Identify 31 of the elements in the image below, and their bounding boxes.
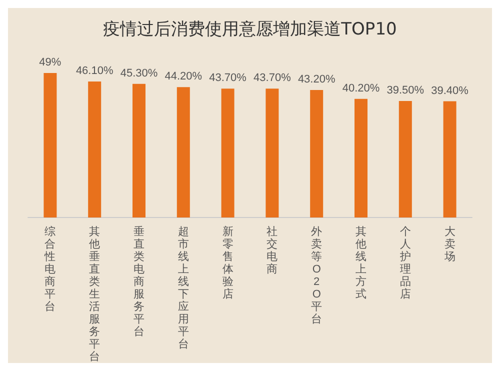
bar	[132, 84, 146, 218]
bar	[310, 90, 324, 218]
data-label: 43.20%	[298, 74, 336, 86]
data-label: 49%	[39, 56, 62, 68]
bar	[354, 98, 368, 218]
data-label: 39.40%	[431, 84, 469, 97]
x-tick-label: 综合性电商平台	[44, 224, 56, 313]
data-label: 43.70%	[209, 72, 247, 84]
category-label: 其他垂直类生活服务平台	[89, 226, 100, 363]
bar	[176, 87, 190, 218]
chart-title: 疫情过后消费使用意愿增加渠道TOP10	[103, 20, 397, 40]
x-tick-label: 外卖等O2O平台	[311, 226, 322, 326]
data-label: 43.70%	[254, 72, 292, 84]
bar	[266, 88, 279, 218]
data-label: 40.20%	[342, 82, 380, 94]
category-label: 垂直类电商服务平台	[134, 226, 144, 338]
x-tick-label: 个人护理品店	[398, 226, 411, 300]
x-tick-label: 其他线上方式	[356, 224, 366, 300]
x-tick-label: 新零售体验店	[222, 224, 234, 300]
bar	[398, 100, 412, 218]
bar	[221, 88, 234, 218]
x-tick-label: 社交电商	[266, 224, 278, 276]
x-tick-label: 大卖场	[443, 224, 456, 263]
data-label: 44.20%	[164, 70, 202, 83]
bar	[44, 72, 57, 218]
bar	[88, 82, 102, 218]
data-label: 39.50%	[386, 84, 424, 96]
data-label: 45.30%	[120, 67, 158, 80]
data-label: 46.10%	[76, 65, 114, 78]
category-label: 超市线上线下应用平台	[178, 226, 189, 350]
bar	[443, 101, 456, 218]
